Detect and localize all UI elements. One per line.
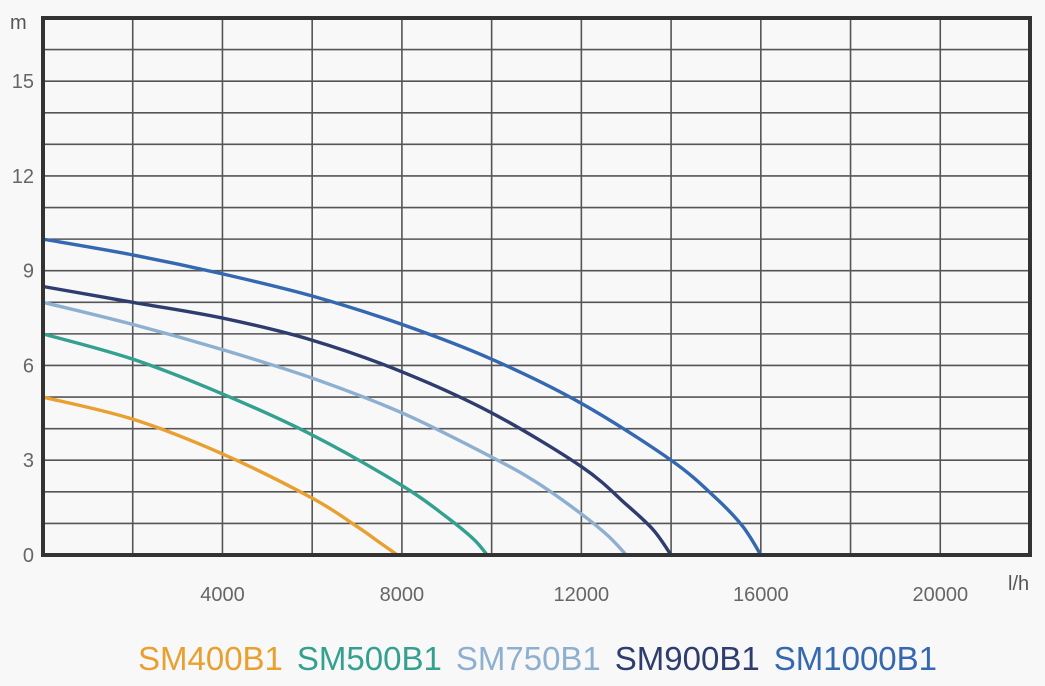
curve-sm900b1 (41, 284, 673, 557)
x-tick-label: 4000 (200, 584, 245, 606)
y-tick-label: 15 (12, 71, 34, 93)
x-tick-label: 20000 (912, 584, 968, 606)
plot-frame (41, 16, 1032, 557)
curve-sm1000b1 (41, 237, 763, 557)
grid-lines (43, 18, 1030, 555)
plot-border (41, 16, 1032, 557)
pump-curves (41, 237, 763, 557)
legend-item-sm400b1: SM400B1 (137, 640, 283, 677)
y-tick-label: 0 (23, 545, 34, 567)
x-axis-unit: l/h (1008, 573, 1029, 595)
x-tick-label: 8000 (380, 584, 425, 606)
curve-sm400b1 (41, 395, 400, 557)
y-tick-label: 12 (12, 166, 34, 188)
curve-sm500b1 (41, 332, 489, 557)
pump-curve-chart: 0 3 6 9 12 15 4000 8000 12000 16000 20000 m l/h (10, 12, 1032, 606)
y-tick-label: 6 (23, 355, 34, 377)
legend-item-sm750b1: SM750B1 (455, 640, 601, 677)
legend: SM400B1 SM500B1 SM750B1 SM900B1 SM1000B1 (0, 640, 1045, 678)
x-tick-label: 12000 (554, 584, 610, 606)
y-tick-label: 3 (23, 450, 34, 472)
legend-item-sm900b1: SM900B1 (614, 640, 760, 677)
legend-item-sm500b1: SM500B1 (296, 640, 442, 677)
y-tick-label: 9 (23, 261, 34, 283)
y-axis-unit: m (10, 12, 27, 34)
y-tick-labels: 0 3 6 9 12 15 (12, 71, 34, 567)
x-tick-label: 16000 (733, 584, 789, 606)
legend-item-sm1000b1: SM1000B1 (773, 640, 938, 677)
curve-sm750b1 (41, 300, 628, 557)
x-tick-labels: 4000 8000 12000 16000 20000 (200, 584, 968, 606)
